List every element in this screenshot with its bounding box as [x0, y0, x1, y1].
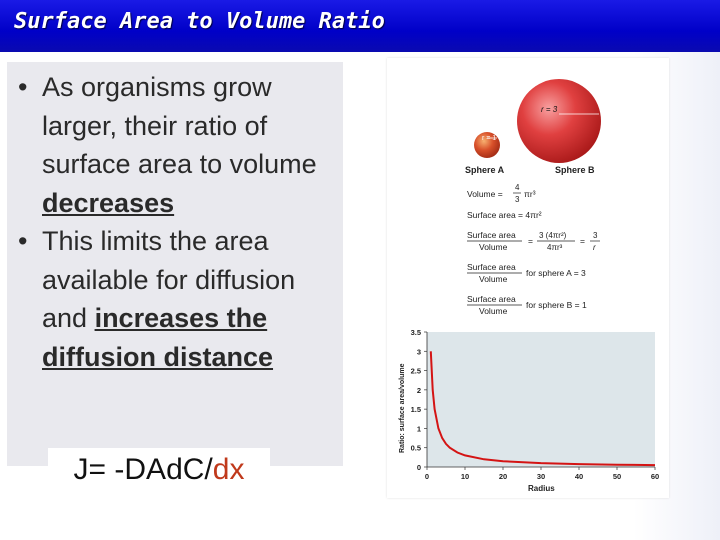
- y-tick-label: 1.5: [411, 405, 421, 414]
- flux-equation: J= -DAdC/dx: [48, 448, 270, 492]
- bullet-item: • As organisms grow larger, their ratio …: [10, 68, 340, 222]
- ratio-eq-2: =: [580, 236, 585, 246]
- sphere-b: [517, 79, 601, 163]
- equation-main: J= -DAd: [73, 453, 183, 486]
- x-tick-label: 60: [651, 472, 659, 481]
- slide-title: Surface Area to Volume Ratio: [14, 9, 385, 34]
- y-tick-label: 0.5: [411, 444, 421, 453]
- sphere-b-radius-label: r = 3: [541, 105, 558, 114]
- volume-frac-num: 4: [515, 183, 520, 192]
- bullet-text: As organisms grow larger, their ratio of…: [42, 72, 317, 179]
- x-tick-label: 10: [461, 472, 469, 481]
- sphere-a-radius-label: r = 1: [482, 135, 496, 142]
- ratio-b-text: for sphere B = 1: [526, 300, 587, 310]
- y-tick-label: 2: [417, 386, 421, 395]
- sphere-a-label: Sphere A: [465, 165, 505, 175]
- figure-panel: r = 1 r = 3 Sphere A Sphere B Volume = 4…: [387, 58, 669, 498]
- ratio-expr-den: 4πr³: [547, 243, 563, 252]
- equation-c: C/: [182, 453, 213, 486]
- sphere-a: [474, 132, 500, 158]
- x-tick-label: 0: [425, 472, 429, 481]
- ratio-b-den: Volume: [479, 306, 508, 316]
- y-tick-label: 1: [417, 424, 421, 433]
- bullet-emphasis: increases the diffusion distance: [42, 303, 274, 372]
- x-tick-label: 20: [499, 472, 507, 481]
- y-tick-label: 3: [417, 347, 421, 356]
- bullet-text: This limits the area available for diffu…: [42, 226, 296, 333]
- figure-svg: r = 1 r = 3 Sphere A Sphere B Volume = 4…: [399, 79, 659, 493]
- ratio-result-num: 3: [593, 231, 598, 240]
- ratio-result-den: r: [593, 243, 596, 252]
- volume-frac-den: 3: [515, 195, 520, 204]
- ratio-den: Volume: [479, 242, 508, 252]
- ratio-chart: 0 0.5 1 1.5 2 2.5 3 3.5 0 10 20 30 40 50 60 Radius Ra…: [399, 328, 659, 493]
- ratio-a-text: for sphere A = 3: [526, 268, 586, 278]
- text-panel: [7, 62, 343, 466]
- sphere-b-label: Sphere B: [555, 165, 595, 175]
- bullet-item: • This limits the area available for dif…: [10, 222, 340, 376]
- title-bar: Surface Area to Volume Ratio: [0, 0, 720, 52]
- x-tick-label: 30: [537, 472, 545, 481]
- ratio-a-den: Volume: [479, 274, 508, 284]
- bullet-list: • As organisms grow larger, their ratio …: [10, 68, 340, 376]
- bullet-dot-icon: •: [18, 226, 28, 256]
- x-tick-label: 50: [613, 472, 621, 481]
- plot-area: [427, 332, 655, 467]
- bullet-emphasis: decreases: [42, 187, 175, 218]
- volume-expr: πr³: [524, 189, 536, 199]
- ratio-b-num: Surface area: [467, 294, 516, 304]
- y-axis-label: Ratio: surface area/volume: [399, 363, 406, 453]
- ratio-eq: =: [528, 236, 533, 246]
- y-tick-label: 0: [417, 463, 421, 472]
- x-axis-label: Radius: [528, 484, 555, 493]
- formula-block: Volume = 4 3 πr³ Surface area = 4πr² Sur…: [467, 183, 600, 316]
- surface-area-formula: Surface area = 4πr²: [467, 210, 542, 220]
- y-tick-label: 3.5: [411, 328, 421, 337]
- x-tick-label: 40: [575, 472, 583, 481]
- ratio-num: Surface area: [467, 230, 516, 240]
- ratio-curve: [429, 351, 656, 467]
- y-tick-label: 2.5: [411, 367, 421, 376]
- equation-dx: dx: [212, 453, 245, 486]
- ratio-expr-num: 3 (4πr²): [539, 231, 567, 240]
- ratio-a-num: Surface area: [467, 262, 516, 272]
- bullet-dot-icon: •: [18, 72, 28, 102]
- volume-label: Volume =: [467, 189, 503, 199]
